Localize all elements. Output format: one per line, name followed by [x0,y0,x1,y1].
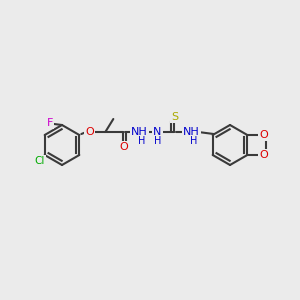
Text: O: O [119,142,128,152]
Text: H: H [154,136,161,146]
Text: NH: NH [183,127,200,137]
Text: Cl: Cl [34,156,45,166]
Text: N: N [153,127,161,137]
Text: O: O [85,127,94,137]
Text: F: F [47,118,53,128]
Text: H: H [138,136,145,146]
Text: NH: NH [131,127,148,137]
Text: S: S [171,112,178,122]
Text: O: O [259,130,268,140]
Text: H: H [190,136,197,146]
Text: O: O [259,150,268,160]
